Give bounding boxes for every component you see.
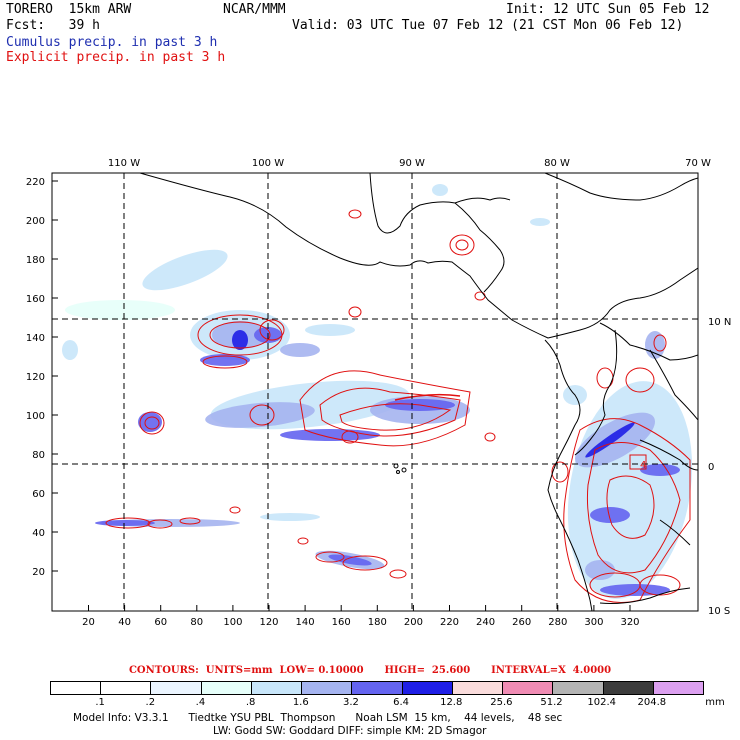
- x-tick-label: 260: [512, 617, 531, 628]
- colorbar-label: 3.2: [342, 697, 359, 708]
- colorbar-swatch: [302, 682, 353, 694]
- model-info-line2: LW: Godd SW: Goddard DIFF: simple KM: 2D…: [213, 725, 487, 737]
- contour-info: CONTOURS: UNITS=mm LOW= 0.10000 HIGH= 25…: [128, 665, 612, 676]
- colorbar: [50, 681, 704, 695]
- longitude-label: 70 W: [685, 158, 711, 169]
- x-tick-label: 300: [584, 617, 603, 628]
- colorbar-label: 51.2: [540, 697, 563, 708]
- colorbar-unit: mm: [705, 697, 725, 708]
- colorbar-swatch: [251, 682, 303, 694]
- y-tick-label: 220: [26, 177, 45, 188]
- colorbar-label: 102.4: [587, 697, 617, 708]
- colorbar-swatch: [452, 682, 504, 694]
- colorbar-swatch: [503, 682, 554, 694]
- x-tick-label: 220: [440, 617, 459, 628]
- colorbar-label: 204.8: [637, 697, 667, 708]
- x-tick-label: 20: [82, 617, 95, 628]
- colorbar-label: 25.6: [490, 697, 513, 708]
- x-tick-label: 320: [620, 617, 639, 628]
- max-value-label: 4: [640, 460, 646, 471]
- explicit-precip-contours: [105, 209, 691, 603]
- cumulus-precip-shading: [62, 184, 693, 599]
- colorbar-label: 6.4: [393, 697, 410, 708]
- map-frame: [51, 172, 699, 612]
- lat-lon-grid: [52, 173, 698, 611]
- longitude-label: 110 W: [108, 158, 140, 169]
- x-tick-label: 140: [296, 617, 315, 628]
- x-tick-label: 240: [476, 617, 495, 628]
- x-tick-label: 60: [154, 617, 167, 628]
- y-tick-label: 20: [32, 567, 45, 578]
- max-value-box: [629, 454, 647, 470]
- explicit-field-label: Explicit precip. in past 3 h: [6, 50, 226, 65]
- colorbar-label: .4: [195, 697, 206, 708]
- x-tick-label: 180: [368, 617, 387, 628]
- model-info-line1: Model Info: V3.3.1 Tiedtke YSU PBL Thomp…: [73, 712, 563, 724]
- y-tick-label: 200: [26, 216, 45, 227]
- colorbar-swatch: [151, 682, 202, 694]
- model-title: TORERO 15km ARW: [6, 2, 132, 17]
- longitude-label: 80 W: [544, 158, 570, 169]
- colorbar-swatch: [553, 682, 604, 694]
- colorbar-swatch: [201, 682, 252, 694]
- colorbar-label: .2: [145, 697, 156, 708]
- colorbar-swatch: [653, 682, 704, 694]
- coastline: [139, 173, 698, 611]
- colorbar-swatch: [101, 682, 152, 694]
- y-tick-label: 160: [26, 294, 45, 305]
- cumulus-field-label: Cumulus precip. in past 3 h: [6, 35, 218, 50]
- longitude-label: 100 W: [252, 158, 284, 169]
- colorbar-swatch: [51, 682, 102, 694]
- colorbar-swatch: [402, 682, 453, 694]
- y-tick-label: 60: [32, 489, 45, 500]
- x-tick-label: 200: [404, 617, 423, 628]
- y-tick-label: 100: [26, 411, 45, 422]
- init-time: Init: 12 UTC Sun 05 Feb 12: [506, 2, 710, 17]
- colorbar-label: 12.8: [440, 697, 463, 708]
- org-label: NCAR/MMM: [223, 2, 286, 17]
- y-tick-label: 40: [32, 528, 45, 539]
- x-tick-label: 40: [118, 617, 131, 628]
- y-tick-label: 140: [26, 333, 45, 344]
- x-tick-label: 280: [548, 617, 567, 628]
- colorbar-swatch: [603, 682, 654, 694]
- x-tick-label: 120: [259, 617, 278, 628]
- latitude-label: 10 N: [708, 317, 731, 328]
- y-tick-label: 120: [26, 372, 45, 383]
- forecast-hour: Fcst: 39 h: [6, 18, 100, 33]
- y-tick-label: 180: [26, 255, 45, 266]
- colorbar-swatch: [352, 682, 403, 694]
- latitude-label: 0: [708, 462, 714, 473]
- x-tick-label: 80: [190, 617, 203, 628]
- y-tick-label: 80: [32, 450, 45, 461]
- longitude-label: 90 W: [399, 158, 425, 169]
- valid-time: Valid: 03 UTC Tue 07 Feb 12 (21 CST Mon …: [292, 18, 684, 33]
- x-tick-label: 100: [223, 617, 242, 628]
- latitude-label: 10 S: [708, 606, 730, 617]
- x-tick-label: 160: [332, 617, 351, 628]
- colorbar-label: .8: [245, 697, 256, 708]
- colorbar-label: .1: [95, 697, 105, 708]
- colorbar-label: 1.6: [292, 697, 309, 708]
